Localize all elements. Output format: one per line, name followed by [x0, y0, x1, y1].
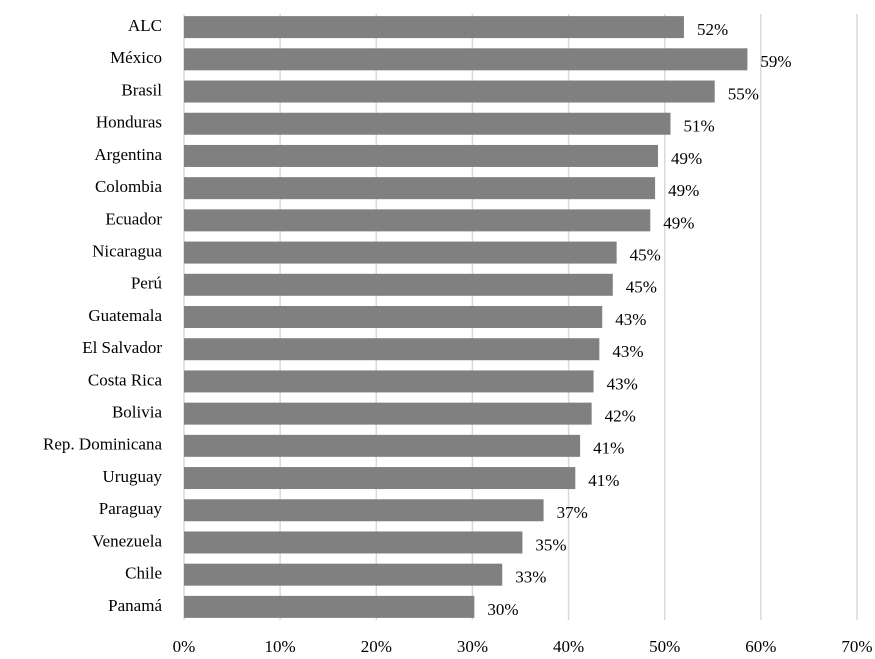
x-tick-label: 30%: [457, 637, 488, 656]
y-tick-label: Brasil: [121, 80, 162, 99]
y-tick-label: Venezuela: [92, 531, 162, 550]
y-tick-label: Paraguay: [99, 499, 163, 518]
y-tick-label: Chile: [125, 564, 162, 583]
value-label: 49%: [668, 181, 699, 200]
x-tick-label: 40%: [553, 637, 584, 656]
x-tick-label: 10%: [265, 637, 296, 656]
y-tick-label: Perú: [131, 274, 163, 293]
bar: [184, 595, 475, 618]
y-tick-label: México: [110, 48, 162, 67]
y-tick-label: Rep. Dominicana: [43, 435, 162, 454]
value-label: 43%: [607, 374, 638, 393]
bar: [184, 338, 600, 361]
y-tick-label: Ecuador: [105, 209, 162, 228]
y-tick-label: Nicaragua: [92, 241, 162, 260]
x-tick-label: 70%: [841, 637, 872, 656]
bar: [184, 499, 544, 522]
bar: [184, 16, 684, 39]
value-label: 30%: [487, 600, 518, 619]
value-label: 49%: [663, 213, 694, 232]
bar: [184, 112, 671, 135]
bar: [184, 144, 658, 167]
value-label: 43%: [612, 342, 643, 361]
bar: [184, 48, 748, 71]
value-label: 41%: [593, 439, 624, 458]
y-tick-label: Argentina: [94, 145, 162, 164]
x-tick-label: 50%: [649, 637, 680, 656]
bar: [184, 563, 503, 586]
bar: [184, 306, 603, 328]
bar: [184, 177, 656, 200]
value-label: 45%: [626, 278, 657, 297]
x-tick-label: 0%: [173, 637, 196, 656]
y-tick-label: Uruguay: [103, 467, 163, 486]
value-label: 37%: [557, 503, 588, 522]
bar: [184, 434, 581, 457]
y-tick-label: Honduras: [96, 113, 162, 132]
y-tick-label: ALC: [128, 16, 162, 35]
value-label: 35%: [535, 535, 566, 554]
value-label: 52%: [697, 20, 728, 39]
bar: [184, 209, 651, 232]
bar: [184, 467, 576, 490]
y-tick-label: Bolivia: [112, 403, 163, 422]
y-tick-label: Costa Rica: [88, 370, 163, 389]
bar: [184, 273, 613, 296]
value-label: 43%: [615, 310, 646, 329]
value-label: 49%: [671, 149, 702, 168]
value-label: 59%: [760, 52, 791, 71]
x-tick-label: 60%: [745, 637, 776, 656]
bar: [184, 241, 617, 264]
bar: [184, 531, 523, 554]
y-tick-label: Panamá: [108, 596, 162, 615]
bar: [184, 402, 592, 425]
y-tick-label: Colombia: [95, 177, 163, 196]
value-label: 33%: [515, 568, 546, 587]
value-label: 42%: [605, 407, 636, 426]
y-tick-label: Guatemala: [88, 306, 162, 325]
value-label: 41%: [588, 471, 619, 490]
y-tick-label: El Salvador: [82, 338, 162, 357]
value-label: 51%: [683, 117, 714, 136]
x-tick-label: 20%: [361, 637, 392, 656]
value-label: 55%: [728, 84, 759, 103]
bar: [184, 80, 715, 103]
bar: [184, 370, 594, 393]
value-label: 45%: [630, 245, 661, 264]
